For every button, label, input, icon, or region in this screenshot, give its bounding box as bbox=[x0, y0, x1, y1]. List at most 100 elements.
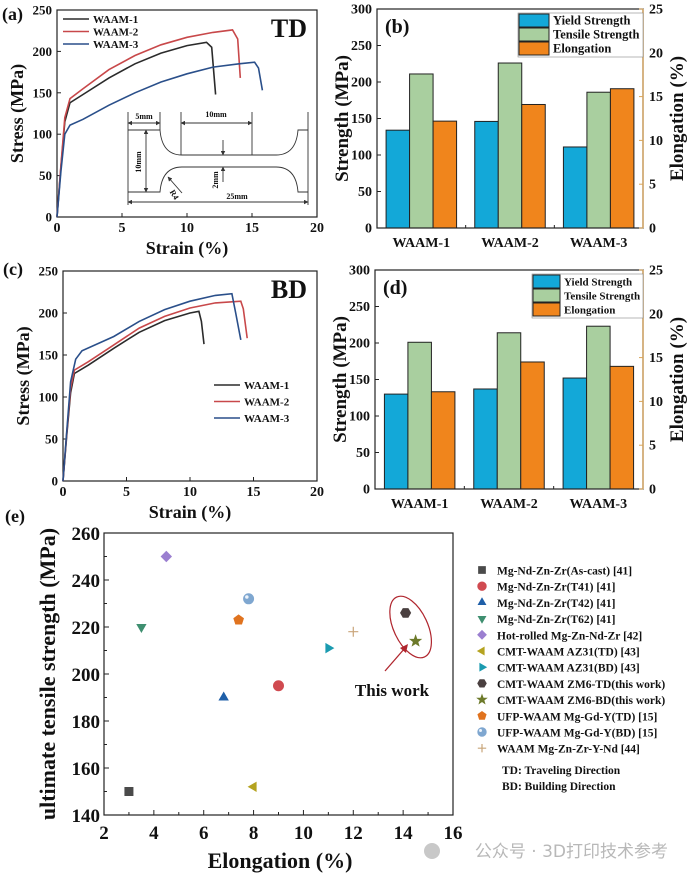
y-tick-label: 150 bbox=[33, 85, 53, 100]
x-tick-label: 6 bbox=[199, 823, 209, 844]
legend-label: WAAM-1 bbox=[244, 380, 289, 392]
legend-marker-hexagon bbox=[477, 679, 487, 688]
panel-label: (c) bbox=[3, 259, 23, 280]
x-tick-label: 15 bbox=[245, 221, 259, 236]
inset-label: 5mm bbox=[135, 112, 153, 121]
y-tick-label: 100 bbox=[349, 410, 370, 425]
y-tick-label: 20 bbox=[649, 307, 663, 322]
x-tick-label: 5 bbox=[123, 485, 130, 500]
legend-marker-diamond bbox=[477, 629, 487, 640]
data-point-circle bbox=[273, 680, 284, 692]
x-axis-label: Strain (%) bbox=[146, 238, 229, 259]
highlight-ellipse bbox=[389, 595, 433, 659]
y-tick-label: 220 bbox=[72, 618, 101, 639]
data-point-hexagon bbox=[400, 608, 412, 618]
x-tick-label: 12 bbox=[344, 823, 363, 844]
x-tick-label: 14 bbox=[394, 823, 414, 844]
specimen-outline bbox=[128, 129, 308, 193]
legend-swatch bbox=[532, 302, 561, 317]
chart-b: WAAM-1 WAAM-2 WAAM-3 0 50 100 150 200 250 300 0 5 10… bbox=[332, 3, 688, 252]
inset-label: 2mm bbox=[211, 171, 220, 189]
inset-label: R4 bbox=[168, 188, 181, 201]
specimen-inset: 5mm 10mm 10mm 2mm 25mm R4 bbox=[127, 110, 309, 205]
category-label: WAAM-2 bbox=[480, 497, 538, 512]
y-axis-label: Strength (MPa) bbox=[332, 55, 353, 182]
y-tick-label: 250 bbox=[39, 264, 59, 279]
bar-elongation bbox=[609, 88, 635, 229]
data-point-triangle-up bbox=[218, 691, 229, 701]
legend-label: UFP-WAAM Mg-Gd-Y(BD) [15] bbox=[497, 728, 657, 740]
category-label: WAAM-3 bbox=[570, 497, 628, 512]
category-label: WAAM-2 bbox=[481, 236, 539, 251]
legend-label: Hot-rolled Mg-Zn-Nd-Zr [42] bbox=[497, 630, 642, 642]
legend-marker-star bbox=[476, 693, 488, 705]
category-label: WAAM-1 bbox=[391, 497, 449, 512]
legend-note: BD: Building Direction bbox=[502, 781, 616, 793]
legend-label: Tensile Strength bbox=[564, 291, 640, 303]
bar-elongation bbox=[521, 103, 546, 229]
bar-tensile-strength bbox=[586, 91, 611, 229]
legend-label: CMT-WAAM ZM6-TD(this work) bbox=[497, 679, 665, 691]
y-tick-label: 180 bbox=[72, 712, 101, 733]
y-tick-label: 0 bbox=[363, 483, 370, 498]
y2-axis-label: Elongation (%) bbox=[667, 56, 688, 181]
series-line-waam-1 bbox=[62, 310, 205, 482]
legend-label: CMT-WAAM AZ31(TD) [43] bbox=[497, 647, 640, 659]
y-tick-label: 160 bbox=[72, 759, 101, 780]
y-tick-label: 10 bbox=[649, 134, 663, 149]
y-tick-label: 300 bbox=[351, 3, 372, 18]
bar-yield-strength bbox=[562, 377, 588, 490]
y-tick-label: 25 bbox=[649, 3, 663, 18]
annotation-arrowhead bbox=[400, 644, 408, 653]
legend-label: Elongation bbox=[564, 305, 615, 317]
y-tick-label: 300 bbox=[349, 264, 370, 279]
x-tick-label: 0 bbox=[60, 485, 67, 500]
y-tick-label: 50 bbox=[39, 168, 52, 183]
y-tick-label: 5 bbox=[649, 439, 656, 454]
y-tick-label: 200 bbox=[72, 665, 101, 686]
legend-label: Tensile Strength bbox=[553, 28, 640, 42]
y-tick-label: 0 bbox=[649, 483, 656, 498]
legend-label: Elongation bbox=[553, 42, 611, 56]
annotation-arrow bbox=[384, 647, 406, 672]
legend-marker-plus bbox=[477, 744, 487, 753]
y-tick-label: 100 bbox=[39, 390, 59, 405]
legend-marker-triangle-left bbox=[476, 646, 485, 656]
legend-swatch bbox=[518, 27, 550, 42]
series-line-waam-2 bbox=[56, 29, 242, 218]
y-tick-label: 100 bbox=[351, 149, 372, 164]
x-tick-label: 10 bbox=[183, 485, 197, 500]
chart-e: 2 4 6 8 10 12 14 16 140 160 180 200 220 240 260 Elongat… bbox=[5, 506, 668, 873]
legend-marker-square bbox=[478, 566, 486, 574]
series-line-waam-3 bbox=[62, 292, 242, 482]
data-point-plus bbox=[348, 626, 359, 637]
legend-marker-circle bbox=[477, 581, 487, 591]
data-point-triangle-right bbox=[325, 642, 335, 654]
y-tick-label: 250 bbox=[349, 300, 370, 315]
inset-label: 10mm bbox=[134, 151, 143, 173]
legend-label: WAAM-2 bbox=[93, 27, 139, 39]
x-tick-label: 4 bbox=[149, 823, 159, 844]
panel-label: (a) bbox=[2, 4, 23, 25]
x-tick-label: 2 bbox=[99, 823, 109, 844]
annotation-label: This work bbox=[355, 681, 430, 700]
data-point-triangle-down bbox=[136, 624, 147, 634]
category-label: WAAM-1 bbox=[393, 236, 451, 251]
legend-label: WAAM-3 bbox=[244, 413, 290, 425]
legend-label: CMT-WAAM ZM6-BD(this work) bbox=[497, 695, 665, 707]
legend-note: TD: Traveling Direction bbox=[502, 765, 621, 777]
legend-label: Mg-Nd-Zn-Zr(As-cast) [41] bbox=[497, 566, 632, 578]
legend-label: Mg-Nd-Zn-Zr(T42) [41] bbox=[497, 598, 616, 610]
x-tick-label: 16 bbox=[444, 823, 463, 844]
legend-label: Yield Strength bbox=[564, 277, 632, 289]
x-tick-label: 20 bbox=[310, 221, 324, 236]
bar-tensile-strength bbox=[407, 341, 432, 490]
x-tick-label: 15 bbox=[247, 485, 261, 500]
y-tick-label: 50 bbox=[45, 432, 58, 447]
legend-marker-pentagon bbox=[477, 710, 487, 720]
data-point-diamond bbox=[160, 550, 173, 563]
bar-elongation bbox=[520, 361, 545, 490]
